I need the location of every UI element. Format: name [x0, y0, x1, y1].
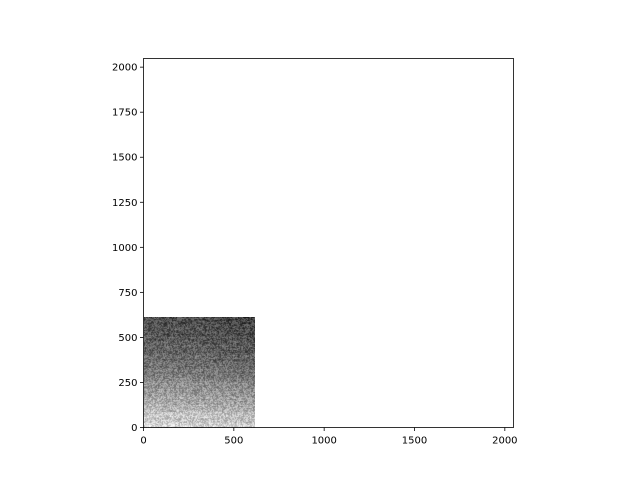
x-tick-label: 1500: [402, 436, 427, 447]
x-tick-label: 1000: [311, 436, 336, 447]
y-tick-label: 500: [118, 333, 137, 344]
y-tick-label: 2000: [112, 63, 137, 74]
x-tick-label: 0: [140, 436, 146, 447]
y-tick-label: 1000: [112, 243, 137, 254]
y-tick-label: 1500: [112, 153, 137, 164]
y-tick-label: 1750: [112, 108, 137, 119]
image-patch: [144, 317, 255, 428]
axes-frame: [143, 58, 514, 428]
y-tick-label: 750: [118, 288, 137, 299]
y-tick-label: 250: [118, 378, 137, 389]
y-tick-label: 0: [131, 423, 137, 434]
y-tick-label: 1250: [112, 198, 137, 209]
x-tick-label: 500: [224, 436, 243, 447]
x-tick-label: 2000: [492, 436, 517, 447]
